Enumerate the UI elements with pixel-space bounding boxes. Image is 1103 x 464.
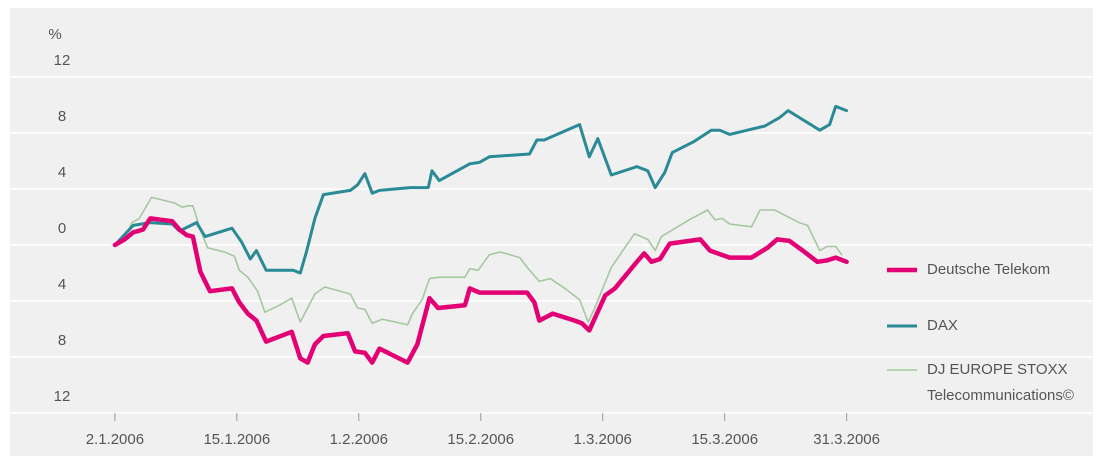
legend-label: DJ EUROPE STOXX Telecommunications© <box>927 361 1074 404</box>
y-tick-label: 12 <box>54 52 71 69</box>
series-line <box>113 104 849 275</box>
x-tick-label: 1.3.2006 <box>574 431 632 448</box>
y-tick-label: 8 <box>58 108 66 125</box>
y-axis-label: % <box>48 26 61 43</box>
series-line <box>114 196 843 326</box>
y-tick-label: 4 <box>58 276 66 293</box>
y-tick-label: 0 <box>58 220 66 237</box>
x-tick-label: 15.1.2006 <box>203 431 270 448</box>
y-tick-label: 8 <box>58 332 66 349</box>
x-tick-label: 15.2.2006 <box>447 431 514 448</box>
series-line <box>112 216 849 365</box>
plot-background <box>10 8 1093 456</box>
x-tick-label: 2.1.2006 <box>86 431 144 448</box>
y-tick-label: 12 <box>54 388 71 405</box>
x-tick-label: 1.2.2006 <box>330 431 388 448</box>
y-tick-label: 4 <box>58 164 66 181</box>
x-tick-label: 31.3.2006 <box>813 431 880 448</box>
legend-label: Deutsche Telekom <box>927 261 1051 278</box>
legend-item: Deutsche Telekom <box>927 261 1051 278</box>
x-tick-label: 15.3.2006 <box>691 431 758 448</box>
legend-item: DAX <box>927 317 958 334</box>
legend-item: DJ EUROPE STOXX Telecommunications© <box>927 361 1074 404</box>
legend-label: DAX <box>927 317 958 334</box>
